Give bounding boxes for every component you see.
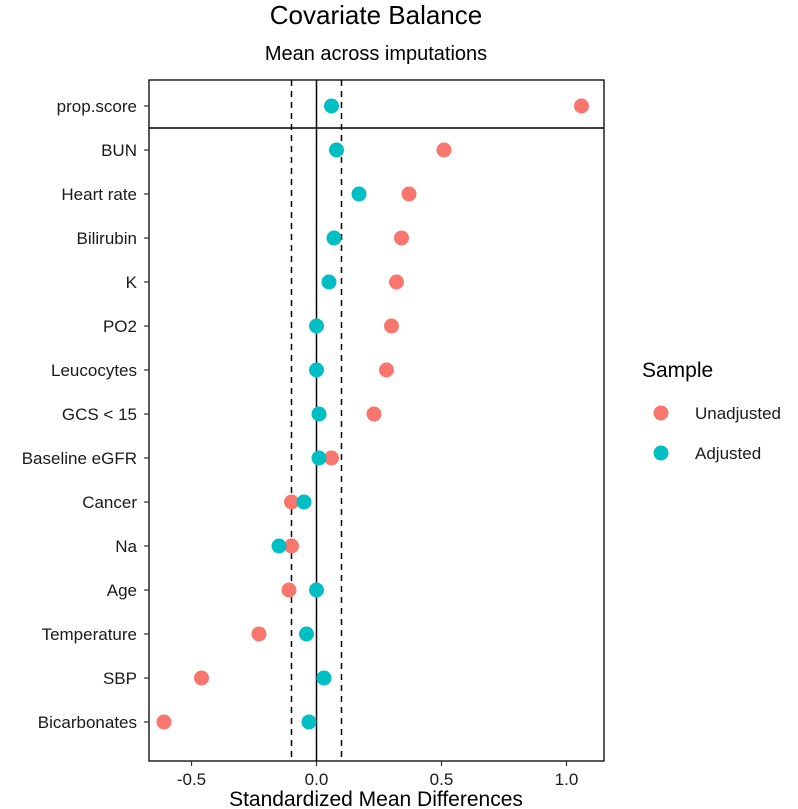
point-adjusted-temperature — [299, 626, 314, 642]
y-label-temperature: Temperature — [42, 625, 137, 644]
y-label-bilirubin: Bilirubin — [77, 229, 137, 248]
chart-subtitle: Mean across imputations — [265, 43, 487, 65]
y-label-prop-score: prop.score — [57, 97, 137, 116]
y-label-gcs-15: GCS < 15 — [62, 405, 137, 424]
point-unadjusted-bilirubin — [394, 230, 409, 246]
point-unadjusted-po2 — [384, 318, 399, 334]
x-tick-label: 0.0 — [305, 770, 329, 789]
point-unadjusted-bun — [436, 142, 452, 158]
y-label-k: K — [126, 273, 138, 292]
point-adjusted-bilirubin — [326, 230, 342, 246]
point-adjusted-bicarbonates — [301, 714, 317, 730]
x-tick-label: 0.5 — [430, 770, 454, 789]
point-unadjusted-bicarbonates — [156, 714, 172, 730]
point-adjusted-k — [321, 274, 337, 290]
x-tick-label: -0.5 — [177, 770, 206, 789]
y-label-po2: PO2 — [103, 317, 137, 336]
x-axis-label: Standardized Mean Differences — [229, 788, 523, 809]
legend-key-unadjusted — [653, 405, 669, 421]
plot-area — [148, 79, 605, 762]
point-adjusted-po2 — [309, 318, 324, 334]
point-adjusted-heart-rate — [351, 186, 367, 202]
point-unadjusted-sbp — [194, 670, 209, 686]
point-unadjusted-leucocytes — [379, 362, 394, 378]
y-label-heart-rate: Heart rate — [61, 185, 137, 204]
y-label-baseline-egfr: Baseline eGFR — [22, 449, 137, 468]
point-adjusted-leucocytes — [309, 362, 324, 378]
legend-title: Sample — [642, 359, 713, 382]
point-unadjusted-gcs-15 — [366, 406, 382, 422]
y-label-cancer: Cancer — [82, 493, 137, 512]
point-adjusted-baseline-egfr — [311, 450, 327, 466]
point-unadjusted-prop-score — [574, 98, 589, 114]
y-label-bicarbonates: Bicarbonates — [38, 713, 137, 732]
legend-label-unadjusted: Unadjusted — [695, 404, 781, 423]
point-adjusted-bun — [329, 142, 344, 158]
point-adjusted-na — [271, 538, 287, 554]
point-adjusted-cancer — [296, 494, 312, 510]
point-adjusted-age — [309, 582, 324, 598]
point-adjusted-gcs-15 — [311, 406, 327, 422]
legend-key-adjusted — [653, 445, 669, 461]
point-unadjusted-heart-rate — [401, 186, 417, 202]
y-label-leucocytes: Leucocytes — [51, 361, 137, 380]
legend: Sample Unadjusted Adjusted — [642, 359, 781, 463]
point-unadjusted-na — [284, 538, 299, 554]
point-unadjusted-cancer — [284, 494, 299, 510]
x-tick-label: 1.0 — [555, 770, 579, 789]
point-unadjusted-baseline-egfr — [324, 450, 339, 466]
y-label-age: Age — [107, 581, 137, 600]
point-adjusted-prop-score — [324, 98, 339, 114]
legend-label-adjusted: Adjusted — [695, 444, 761, 463]
point-unadjusted-age — [281, 582, 297, 598]
chart-title: Covariate Balance — [270, 0, 482, 30]
y-label-bun: BUN — [101, 141, 137, 160]
plot-panel-border — [148, 79, 605, 762]
y-label-na: Na — [115, 537, 137, 556]
point-unadjusted-temperature — [251, 626, 267, 642]
y-label-sbp: SBP — [103, 669, 137, 688]
point-unadjusted-k — [389, 274, 404, 290]
point-adjusted-sbp — [316, 670, 332, 686]
